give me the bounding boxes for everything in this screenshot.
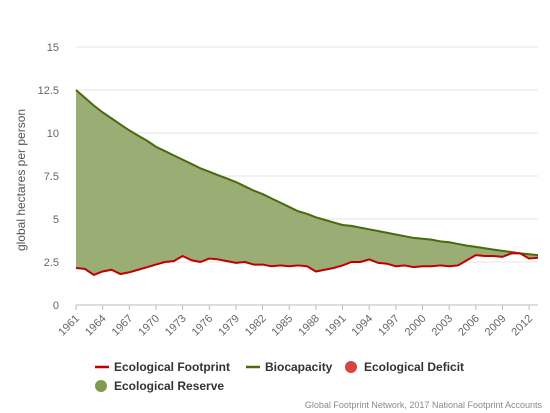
x-tick-label: 1961	[56, 313, 82, 339]
ecological-reserve-area	[76, 90, 538, 275]
legend-label: Ecological Footprint	[114, 360, 230, 374]
legend-item-ecological-footprint[interactable]: Ecological Footprint	[95, 360, 230, 374]
legend-label: Ecological Deficit	[364, 360, 464, 374]
x-tick-label: 2006	[456, 313, 482, 339]
x-tick-label: 1970	[136, 313, 162, 339]
x-tick-label: 1991	[323, 313, 349, 339]
ecological-footprint-line	[75, 252, 539, 276]
x-tick-label: 1988	[296, 313, 322, 339]
x-tick-label: 2000	[403, 313, 429, 339]
y-axis-ticks: 0 2.5 5 7.5 10 12.5 15	[38, 42, 59, 312]
y-tick-label: 7.5	[44, 171, 59, 183]
legend-item-ecological-deficit[interactable]: Ecological Deficit	[345, 360, 464, 374]
chart-areas	[76, 90, 538, 275]
x-tick-label: 2003	[429, 313, 455, 339]
x-tick-label: 1997	[376, 313, 402, 339]
x-tick-label: 1979	[216, 313, 242, 339]
x-tick-label: 2012	[509, 313, 535, 339]
x-tick-label: 1964	[83, 313, 109, 339]
x-tick-label: 1982	[243, 313, 269, 339]
chart-lines	[75, 89, 539, 276]
legend-label: Biocapacity	[265, 360, 333, 374]
legend-circle-marker	[345, 361, 357, 373]
x-tick-label: 1973	[163, 313, 189, 339]
x-tick-label: 1976	[190, 313, 216, 339]
y-tick-label: 0	[53, 300, 59, 312]
biocapacity-line	[75, 89, 539, 257]
legend-circle-marker	[95, 380, 107, 392]
y-tick-label: 5	[53, 214, 59, 226]
x-axis-ticks: 1961 1964 1967 1970 1973 1976 1979 1982 1985 1988…	[56, 305, 535, 338]
y-tick-label: 2.5	[44, 257, 59, 269]
legend-item-ecological-reserve[interactable]: Ecological Reserve	[95, 379, 224, 393]
legend-label: Ecological Reserve	[114, 379, 224, 393]
y-axis-label: global hectares per person	[14, 109, 28, 251]
x-tick-label: 1985	[270, 313, 296, 339]
x-tick-label: 2009	[483, 313, 509, 339]
x-tick-label: 1994	[350, 313, 376, 339]
y-tick-label: 15	[47, 42, 59, 54]
y-tick-label: 10	[47, 128, 59, 140]
source-credit: Global Footprint Network, 2017 National …	[305, 400, 543, 410]
legend-item-biocapacity[interactable]: Biocapacity	[246, 360, 333, 374]
y-tick-label: 12.5	[38, 85, 59, 97]
x-tick-label: 1967	[110, 313, 136, 339]
legend: Ecological Footprint Biocapacity Ecologica…	[95, 360, 464, 393]
